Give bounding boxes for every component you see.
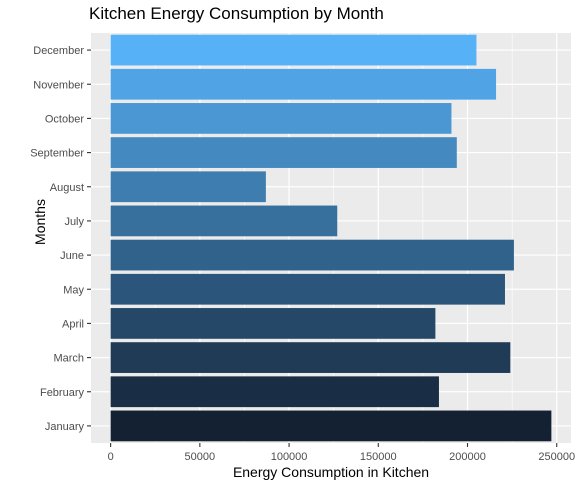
bar-november — [110, 68, 497, 100]
x-tick-label: 250000 — [538, 451, 575, 463]
y-tick-label: January — [45, 421, 85, 433]
x-axis-title: Energy Consumption in Kitchen — [232, 464, 430, 480]
bar-july — [110, 205, 338, 237]
y-tick-label: June — [60, 250, 84, 262]
x-axis-ticks: 0 50000 100000 150000 200000 250000 — [108, 443, 575, 463]
y-tick-label: September — [30, 148, 84, 160]
y-tick-label: May — [63, 284, 84, 296]
bar-june — [110, 239, 514, 271]
y-tick-label: October — [45, 113, 84, 125]
bar-march — [110, 342, 511, 373]
y-tick-label: February — [40, 387, 85, 399]
y-axis-ticks: January February March April May June July Augu… — [30, 45, 91, 433]
bars — [110, 34, 552, 442]
y-tick-label: December — [33, 45, 84, 57]
bar-august — [110, 171, 266, 203]
x-tick-label: 50000 — [185, 451, 216, 463]
y-tick-label: July — [64, 216, 84, 228]
x-tick-label: 100000 — [271, 451, 308, 463]
x-tick-label: 0 — [108, 451, 114, 463]
y-tick-label: April — [62, 318, 84, 330]
y-tick-label: March — [53, 353, 84, 365]
x-tick-label: 200000 — [449, 451, 486, 463]
y-axis-title: Months — [32, 199, 48, 245]
bar-april — [110, 308, 436, 339]
y-tick-label: November — [33, 79, 84, 91]
bar-december — [110, 34, 477, 66]
bar-january — [110, 410, 552, 442]
bar-october — [110, 103, 452, 134]
bar-may — [110, 273, 505, 305]
chart-title: Kitchen Energy Consumption by Month — [89, 4, 384, 23]
x-tick-label: 150000 — [360, 451, 397, 463]
y-tick-label: August — [50, 182, 84, 194]
bar-february — [110, 376, 439, 408]
plot-panel — [91, 33, 571, 443]
bar-september — [110, 137, 457, 168]
